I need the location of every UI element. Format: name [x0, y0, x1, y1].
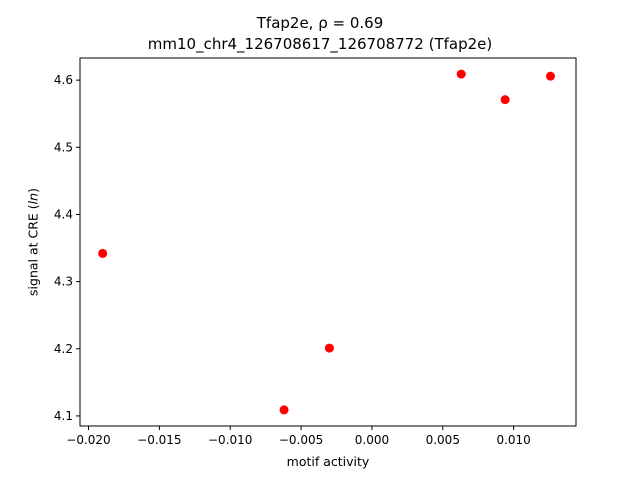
x-axis-label: motif activity — [286, 454, 370, 469]
y-axis-label-suffix: ) — [25, 188, 41, 193]
y-tick-label: 4.3 — [54, 275, 73, 289]
scatter-point — [279, 405, 289, 415]
axis-ticks: −0.020 −0.015 −0.010 −0.005 0.000 0.005 0.010 4… — [54, 73, 531, 447]
y-tick-label: 4.5 — [54, 140, 73, 154]
scatter-points — [98, 69, 555, 415]
x-tick-label: 0.005 — [426, 433, 460, 447]
y-tick-label: 4.2 — [54, 342, 73, 356]
x-tick-label: −0.005 — [279, 433, 323, 447]
axes-frame — [79, 57, 577, 427]
x-tick-label: −0.015 — [137, 433, 181, 447]
y-axis-label: signal at CRE (ln) — [26, 188, 41, 296]
x-tick-label: −0.020 — [66, 433, 110, 447]
scatter-point — [500, 95, 510, 105]
y-axis-label-italic: ln — [25, 192, 41, 205]
scatter-point — [456, 69, 466, 79]
chart-title-line-1: Tfap2e, ρ = 0.69 — [256, 14, 384, 32]
x-tick-label: −0.010 — [208, 433, 252, 447]
x-tick-label: 0.000 — [355, 433, 389, 447]
scatter-point — [324, 343, 334, 353]
x-tick-label: 0.010 — [496, 433, 530, 447]
y-tick-label: 4.1 — [54, 409, 73, 423]
scatter-point — [98, 248, 108, 258]
y-axis-label-prefix: signal at CRE ( — [25, 204, 41, 296]
scatter-point — [545, 71, 555, 81]
chart-title-line-2: mm10_chr4_126708617_126708772 (Tfap2e) — [147, 35, 493, 53]
y-tick-label: 4.4 — [54, 207, 73, 221]
y-tick-label: 4.6 — [54, 73, 73, 87]
